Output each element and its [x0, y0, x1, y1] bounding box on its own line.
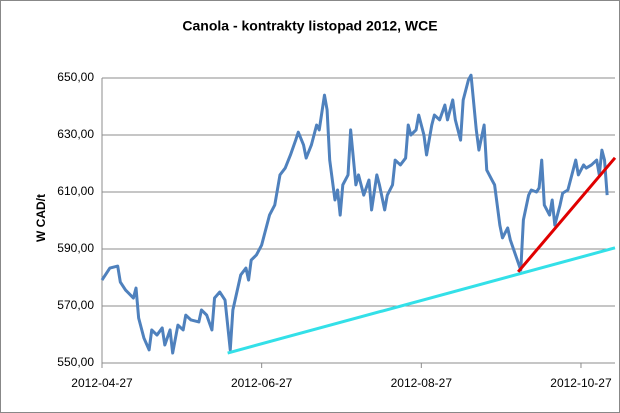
- y-tick-label: 630,00: [57, 127, 94, 141]
- x-tick-label: 2012-08-27: [391, 376, 453, 390]
- x-tick-label: 2012-10-27: [550, 376, 612, 390]
- y-tick-label: 550,00: [57, 355, 94, 369]
- y-tick-label: 570,00: [57, 298, 94, 312]
- x-tick-label: 2012-06-27: [231, 376, 293, 390]
- price-line: [100, 73, 609, 355]
- trend-line: [227, 246, 616, 355]
- y-tick-label: 650,00: [57, 70, 94, 84]
- trend-line: [517, 156, 617, 273]
- chart-title: Canola - kontrakty listopad 2012, WCE: [182, 18, 437, 34]
- y-tick-label: 610,00: [57, 184, 94, 198]
- y-axis-label: W CAD/t: [34, 194, 48, 242]
- x-tick-label: 2012-04-27: [71, 376, 133, 390]
- y-tick-label: 590,00: [57, 241, 94, 255]
